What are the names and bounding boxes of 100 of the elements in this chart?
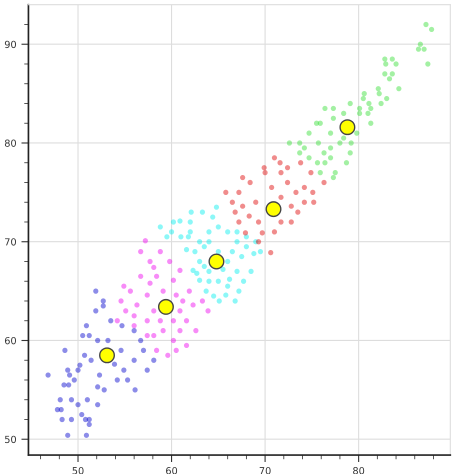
point bbox=[138, 338, 144, 344]
point bbox=[376, 86, 381, 92]
point bbox=[58, 407, 64, 412]
point bbox=[170, 278, 176, 283]
point bbox=[165, 352, 170, 358]
point bbox=[158, 298, 174, 315]
point bbox=[418, 42, 423, 47]
x-tick-label: 80 bbox=[353, 467, 364, 474]
point bbox=[344, 160, 350, 166]
point bbox=[93, 308, 98, 314]
point bbox=[244, 244, 249, 250]
point bbox=[368, 120, 374, 126]
point bbox=[61, 382, 67, 388]
point bbox=[204, 288, 209, 294]
point bbox=[272, 229, 278, 234]
point bbox=[82, 352, 88, 358]
point bbox=[96, 372, 102, 378]
point bbox=[225, 229, 230, 234]
point bbox=[348, 150, 353, 156]
point bbox=[239, 254, 244, 260]
point bbox=[236, 288, 242, 294]
point bbox=[318, 120, 323, 126]
point bbox=[134, 302, 140, 308]
point bbox=[425, 61, 430, 67]
point bbox=[95, 338, 100, 344]
point bbox=[208, 254, 224, 270]
x-tick-label: 50 bbox=[72, 467, 84, 474]
y-tick-label: 50 bbox=[5, 436, 16, 444]
point bbox=[144, 318, 150, 324]
point bbox=[200, 298, 206, 304]
point bbox=[79, 412, 84, 418]
point bbox=[393, 61, 399, 67]
point bbox=[234, 268, 240, 274]
point bbox=[132, 323, 137, 328]
point bbox=[197, 278, 202, 283]
point bbox=[160, 288, 166, 294]
point bbox=[286, 140, 292, 146]
point bbox=[184, 342, 190, 348]
point bbox=[234, 239, 240, 244]
point bbox=[119, 323, 125, 328]
point bbox=[396, 86, 402, 92]
point bbox=[186, 288, 192, 294]
point bbox=[220, 266, 226, 272]
point bbox=[242, 230, 248, 236]
point bbox=[226, 276, 232, 282]
point bbox=[128, 288, 133, 294]
point bbox=[386, 76, 392, 82]
point bbox=[278, 170, 284, 176]
point bbox=[188, 229, 193, 234]
point bbox=[248, 268, 254, 274]
point bbox=[197, 239, 202, 244]
point bbox=[184, 318, 190, 324]
point bbox=[177, 308, 183, 314]
y-tick-label: 80 bbox=[4, 139, 16, 147]
point bbox=[174, 292, 179, 298]
point bbox=[332, 170, 338, 176]
point bbox=[240, 174, 246, 180]
x-tick-label: 70 bbox=[260, 467, 271, 474]
point bbox=[390, 56, 395, 62]
point bbox=[262, 170, 268, 176]
point bbox=[316, 140, 322, 146]
point bbox=[100, 303, 106, 309]
point bbox=[278, 219, 284, 225]
point bbox=[121, 284, 126, 289]
point bbox=[348, 100, 353, 106]
point bbox=[382, 71, 388, 76]
point bbox=[390, 71, 395, 76]
point bbox=[123, 308, 128, 314]
point bbox=[170, 318, 176, 324]
point bbox=[248, 180, 253, 186]
point bbox=[362, 91, 367, 96]
point bbox=[314, 160, 320, 166]
point bbox=[206, 229, 212, 234]
point bbox=[382, 56, 388, 62]
point bbox=[170, 219, 176, 225]
point bbox=[211, 293, 216, 299]
point bbox=[95, 384, 100, 390]
point bbox=[95, 402, 100, 408]
point bbox=[82, 416, 88, 422]
point bbox=[190, 302, 196, 308]
point bbox=[75, 402, 81, 408]
point bbox=[232, 210, 238, 215]
point bbox=[298, 160, 304, 166]
point bbox=[102, 387, 107, 392]
point bbox=[240, 204, 246, 209]
point bbox=[174, 348, 179, 353]
point bbox=[223, 190, 228, 195]
point bbox=[151, 332, 156, 338]
point bbox=[206, 268, 212, 274]
point bbox=[108, 318, 114, 324]
point bbox=[164, 234, 170, 240]
point bbox=[330, 116, 336, 121]
point bbox=[112, 362, 118, 367]
point bbox=[216, 278, 221, 284]
y-tick-label: 60 bbox=[4, 336, 16, 344]
point bbox=[288, 219, 294, 225]
point bbox=[124, 377, 130, 383]
point bbox=[118, 348, 124, 353]
point bbox=[339, 119, 356, 136]
point bbox=[302, 145, 307, 151]
